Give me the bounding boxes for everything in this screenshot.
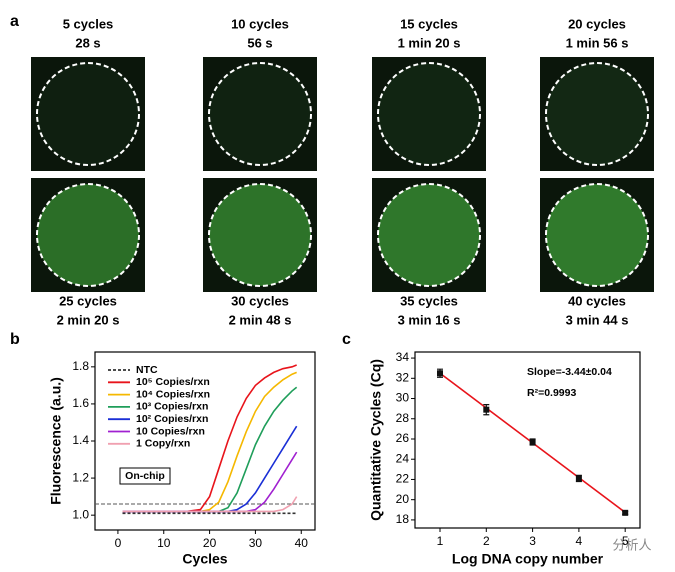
image-time: 56 s [247, 35, 272, 50]
image-title: 25 cycles [59, 293, 117, 308]
image-time: 3 min 16 s [398, 312, 461, 327]
image-title: 20 cycles [568, 16, 626, 31]
x-tick-label: 30 [249, 536, 263, 550]
legend-label: 10 Copies/rxn [136, 425, 205, 437]
image-time: 2 min 20 s [57, 312, 120, 327]
annotation-box [119, 467, 171, 485]
y-tick-label: 30 [396, 391, 410, 405]
y-axis-label: Quantitative Cycles (Cq) [368, 359, 384, 521]
legend-label: 10⁴ Copies/rxn [136, 388, 210, 400]
image-title: 30 cycles [231, 293, 289, 308]
annotation: R²=0.9993 [527, 387, 576, 399]
y-tick-label: 18 [396, 512, 410, 526]
chamber-outline [545, 62, 649, 166]
image-title: 35 cycles [400, 293, 458, 308]
fluorescence-spot [209, 184, 311, 286]
legend-label: 10⁵ Copies/rxn [136, 376, 210, 388]
legend-label: 10³ Copies/rxn [136, 401, 208, 413]
x-tick-label: 4 [576, 534, 583, 548]
fluorescence-spot [209, 63, 311, 165]
y-tick-label: 1.0 [72, 507, 89, 521]
chamber-outline [377, 183, 481, 287]
legend-label: NTC [136, 364, 158, 376]
legend-label: 10² Copies/rxn [136, 413, 208, 425]
chamber-outline [208, 62, 312, 166]
image-title: 15 cycles [400, 16, 458, 31]
point [483, 406, 490, 413]
image-title: 10 cycles [231, 16, 289, 31]
point [575, 475, 582, 482]
y-tick-label: 26 [396, 431, 410, 445]
y-tick-label: 20 [396, 492, 410, 506]
point [622, 509, 629, 516]
x-tick-label: 2 [483, 534, 490, 548]
fluorescence-spot [37, 184, 139, 286]
chamber-outline [545, 183, 649, 287]
x-tick-label: 1 [437, 534, 444, 548]
chamber-outline [208, 183, 312, 287]
panel-label: b [10, 331, 20, 348]
y-tick-label: 22 [396, 472, 410, 486]
x-tick-label: 5 [622, 534, 629, 548]
y-tick-label: 1.6 [72, 396, 89, 410]
chamber-outline [36, 183, 140, 287]
x-axis-label: Log DNA copy number [452, 551, 604, 567]
point [529, 439, 536, 446]
curve [122, 496, 298, 513]
image-time: 28 s [75, 35, 100, 50]
point [437, 370, 443, 377]
image-time: 3 min 44 s [566, 312, 629, 327]
x-tick-label: 3 [529, 534, 536, 548]
fluorescence-spot [37, 63, 139, 165]
chamber-outline [377, 62, 481, 166]
image-time: 1 min 56 s [566, 35, 629, 50]
legend-label: 1 Copy/rxn [136, 438, 190, 450]
y-tick-label: 34 [396, 350, 410, 364]
watermark: 分析人 [612, 537, 651, 552]
image-title: 40 cycles [568, 293, 626, 308]
fluorescence-spot [378, 63, 480, 165]
x-tick-label: 20 [203, 536, 217, 550]
panel-label: a [10, 13, 19, 30]
annotation: On-chip [125, 470, 165, 482]
plot-frame [414, 351, 641, 529]
y-tick-label: 1.2 [72, 470, 89, 484]
annotation: Slope=-3.44±0.04 [527, 366, 612, 378]
panel-label: c [342, 331, 351, 348]
y-tick-label: 1.8 [72, 359, 89, 373]
x-axis-label: Cycles [182, 551, 227, 567]
x-tick-label: 0 [115, 536, 122, 550]
x-tick-label: 40 [295, 536, 309, 550]
y-tick-label: 28 [396, 411, 410, 425]
chamber-outline [36, 62, 140, 166]
image-time: 1 min 20 s [398, 35, 461, 50]
x-tick-label: 10 [157, 536, 171, 550]
fluorescence-spot [546, 63, 648, 165]
image-time: 2 min 48 s [229, 312, 292, 327]
y-tick-label: 32 [396, 370, 410, 384]
y-tick-label: 1.4 [72, 433, 89, 447]
image-title: 5 cycles [63, 16, 114, 31]
y-axis-label: Fluorescence (a.u.) [48, 377, 64, 505]
fluorescence-spot [378, 184, 480, 286]
fluorescence-spot [546, 184, 648, 286]
y-tick-label: 24 [396, 451, 410, 465]
